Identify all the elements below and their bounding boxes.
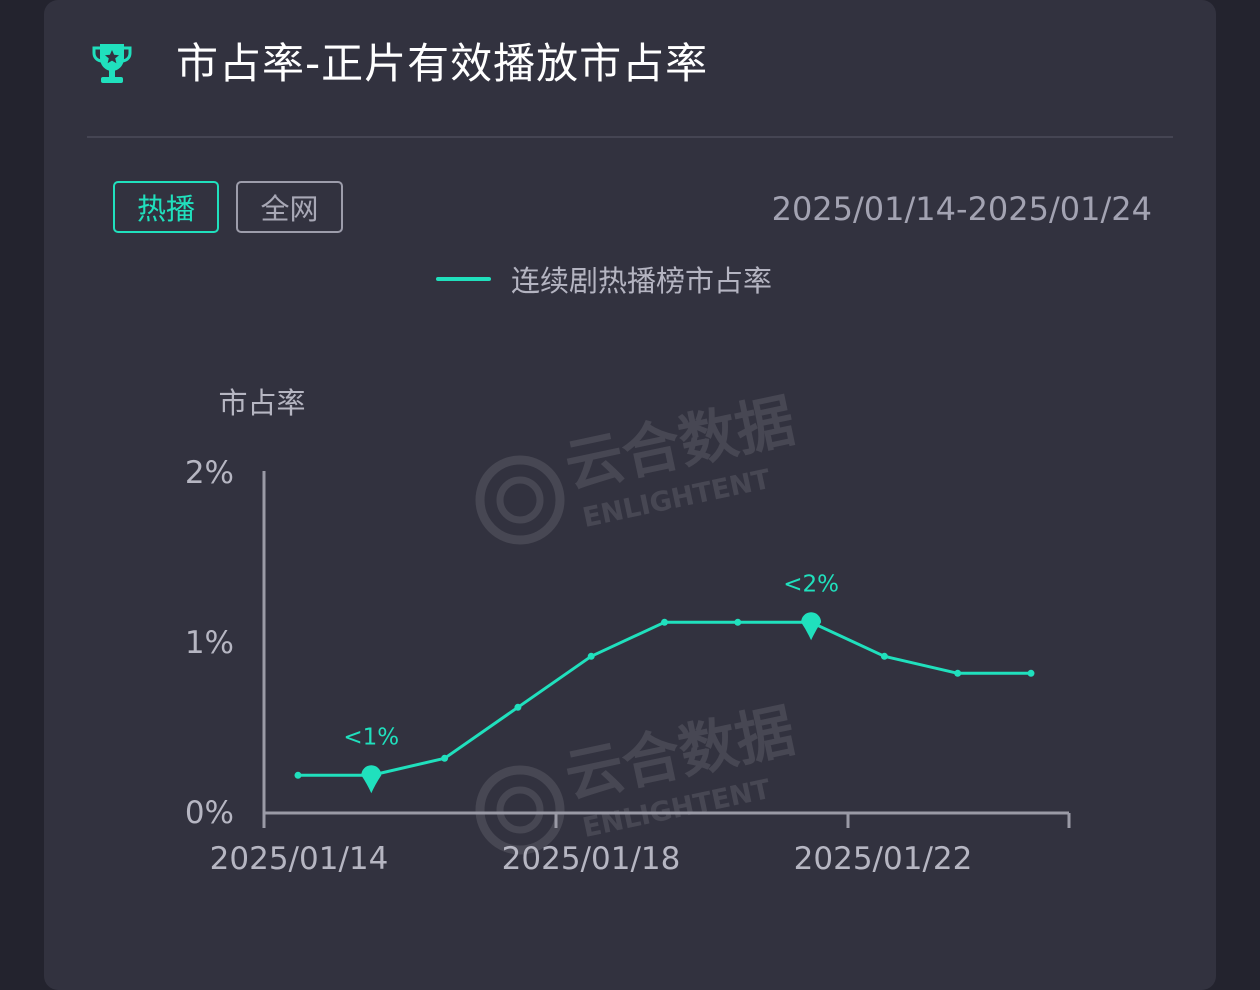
- chart-legend[interactable]: 连续剧热播榜市占率: [436, 258, 772, 300]
- x-tick-label: 2025/01/22: [794, 841, 973, 877]
- watermark-logo-inner: [496, 786, 544, 834]
- card-header: 市占率-正片有效播放市占率: [44, 0, 1216, 138]
- y-tick-label: 0%: [185, 795, 234, 831]
- data-point: [734, 618, 742, 626]
- data-point: [587, 652, 595, 660]
- legend-label: 连续剧热播榜市占率: [511, 264, 773, 298]
- data-point: [441, 754, 449, 762]
- y-tick-label: 2%: [185, 455, 234, 491]
- annotation-label: <2%: [783, 571, 839, 597]
- trophy-icon: [92, 44, 132, 83]
- tab-hot[interactable]: 热播: [113, 181, 219, 233]
- data-point: [514, 703, 522, 711]
- data-point: [661, 618, 668, 626]
- y-tick-label: 1%: [185, 625, 234, 661]
- page-title: 市占率-正片有效播放市占率: [176, 39, 709, 88]
- watermark-logo-inner: [496, 476, 544, 524]
- tab-all[interactable]: 全网: [236, 181, 343, 233]
- legend-line-swatch: [436, 277, 491, 281]
- annotation-label: <1%: [343, 724, 399, 750]
- watermark-logo: [475, 765, 565, 855]
- data-point: [294, 771, 302, 779]
- data-point: [954, 669, 962, 677]
- data-point: [1027, 669, 1035, 677]
- x-tick-label: 2025/01/18: [502, 841, 681, 877]
- x-tick-label: 2025/01/14: [210, 841, 389, 877]
- y-axis-label: 市占率: [218, 386, 305, 420]
- annotation-marker: [361, 765, 382, 794]
- chart-card: 市占率-正片有效播放市占率 热播 全网 2025/01/14-2025/01/2…: [44, 0, 1216, 990]
- data-point: [880, 652, 888, 660]
- header-divider: [87, 136, 1173, 138]
- date-range: 2025/01/14-2025/01/24: [771, 190, 1152, 228]
- annotation-marker: [801, 612, 822, 641]
- watermark-logo: [475, 455, 565, 545]
